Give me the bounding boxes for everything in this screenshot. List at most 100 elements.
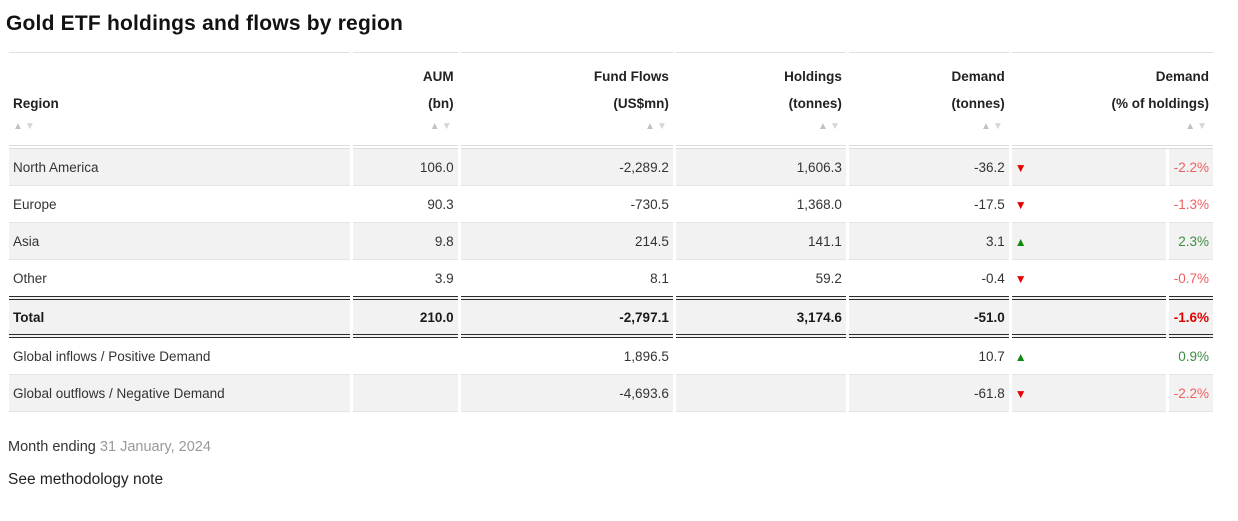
- region-header-label: Region: [13, 96, 59, 111]
- column-header-fund-flows: Fund Flows (US$mn) ▲▼: [460, 52, 673, 149]
- demand-direction-cell: ▼: [1011, 375, 1166, 412]
- sort-desc-icon[interactable]: ▼: [1197, 121, 1209, 132]
- aum-header-unit: (bn): [428, 96, 454, 111]
- table-row-global-outflows: Global outflows / Negative Demand -4,693…: [9, 375, 1213, 412]
- summary-label-cell: Global inflows / Positive Demand: [9, 338, 350, 375]
- fund-flows-cell: -4,693.6: [460, 375, 673, 412]
- summary-label-cell: Global outflows / Negative Demand: [9, 375, 350, 412]
- column-header-demand-pct: Demand (% of holdings) ▲▼: [1011, 52, 1213, 149]
- fund-flows-cell: -730.5: [460, 186, 673, 223]
- holdings-header-unit: (tonnes): [788, 96, 842, 111]
- table-row-global-inflows: Global inflows / Positive Demand 1,896.5…: [9, 338, 1213, 375]
- demand-cell: -0.4: [848, 260, 1009, 296]
- sort-asc-icon[interactable]: ▲: [645, 121, 657, 132]
- holdings-cell: 1,606.3: [675, 149, 846, 186]
- column-header-holdings: Holdings (tonnes) ▲▼: [675, 52, 846, 149]
- demand-direction-cell: [1011, 296, 1166, 338]
- demand-cell: -61.8: [848, 375, 1009, 412]
- fund-flows-header-label: Fund Flows: [593, 69, 669, 84]
- demand-pct-cell: 2.3%: [1168, 223, 1213, 260]
- demand-direction-cell: ▲: [1011, 338, 1166, 375]
- table-row-total: Total 210.0 -2,797.1 3,174.6 -51.0 -1.6%: [9, 296, 1213, 338]
- month-ending-date: 31 January, 2024: [99, 439, 211, 455]
- demand-pct-cell: -0.7%: [1168, 260, 1213, 296]
- aum-header-label: AUM: [422, 69, 454, 84]
- demand-down-icon: ▼: [1014, 160, 1027, 175]
- table-row-north-america: North America 106.0 -2,289.2 1,606.3 -36…: [9, 149, 1213, 186]
- demand-cell: -51.0: [848, 296, 1009, 338]
- demand-down-icon: ▼: [1014, 386, 1027, 401]
- region-cell: Asia: [9, 223, 350, 260]
- fund-flows-cell: -2,797.1: [460, 296, 673, 338]
- fund-flows-header-unit: (US$mn): [613, 96, 669, 111]
- aum-cell: 210.0: [353, 296, 458, 338]
- region-cell: North America: [9, 149, 350, 186]
- month-ending-label: Month ending: [8, 439, 96, 455]
- demand-header-unit: (tonnes): [951, 96, 1005, 111]
- demand-down-icon: ▼: [1014, 197, 1027, 212]
- column-header-region: Region ▲▼: [9, 52, 350, 149]
- fund-flows-cell: 8.1: [460, 260, 673, 296]
- methodology-note-link[interactable]: See methodology note: [8, 471, 164, 488]
- demand-pct-cell: -2.2%: [1168, 375, 1213, 412]
- aum-cell: 106.0: [353, 149, 458, 186]
- holdings-cell: [675, 338, 846, 375]
- sort-control-holdings[interactable]: ▲▼: [818, 117, 842, 137]
- gold-etf-widget: Gold ETF holdings and flows by region Re…: [6, 12, 1238, 488]
- demand-pct-cell: -1.3%: [1168, 186, 1213, 223]
- sort-asc-icon[interactable]: ▲: [13, 121, 25, 132]
- column-header-demand-tonnes: Demand (tonnes) ▲▼: [848, 52, 1009, 149]
- aum-cell: 3.9: [353, 260, 458, 296]
- fund-flows-cell: 1,896.5: [460, 338, 673, 375]
- demand-pct-cell: -2.2%: [1168, 149, 1213, 186]
- demand-down-icon: ▼: [1014, 271, 1027, 286]
- holdings-cell: 1,368.0: [675, 186, 846, 223]
- sort-asc-icon[interactable]: ▲: [818, 121, 830, 132]
- aum-cell: [353, 338, 458, 375]
- aum-cell: 90.3: [353, 186, 458, 223]
- aum-cell: [353, 375, 458, 412]
- sort-control-demand-pct[interactable]: ▲▼: [1185, 117, 1209, 137]
- holdings-header-label: Holdings: [784, 69, 842, 84]
- demand-up-icon: ▲: [1014, 349, 1027, 364]
- demand-pct-header-unit: (% of holdings): [1111, 96, 1209, 111]
- total-label-cell: Total: [9, 296, 350, 338]
- demand-direction-cell: ▲: [1011, 223, 1166, 260]
- table-row-europe: Europe 90.3 -730.5 1,368.0 -17.5 ▼ -1.3%: [9, 186, 1213, 223]
- holdings-cell: 3,174.6: [675, 296, 846, 338]
- table-header-row: Region ▲▼ AUM (bn) ▲▼ Fund Flows (US$mn)…: [9, 52, 1213, 149]
- demand-direction-cell: ▼: [1011, 186, 1166, 223]
- sort-control-demand-tonnes[interactable]: ▲▼: [981, 117, 1005, 137]
- etf-holdings-table: Region ▲▼ AUM (bn) ▲▼ Fund Flows (US$mn)…: [6, 52, 1216, 412]
- table-row-asia: Asia 9.8 214.5 141.1 3.1 ▲ 2.3%: [9, 223, 1213, 260]
- demand-direction-cell: ▼: [1011, 260, 1166, 296]
- sort-control-region[interactable]: ▲▼: [13, 117, 37, 137]
- page-title: Gold ETF holdings and flows by region: [6, 12, 404, 35]
- column-header-aum: AUM (bn) ▲▼: [353, 52, 458, 149]
- demand-cell: 10.7: [848, 338, 1009, 375]
- holdings-cell: 59.2: [675, 260, 846, 296]
- sort-desc-icon[interactable]: ▼: [992, 121, 1005, 132]
- sort-desc-icon[interactable]: ▼: [24, 121, 37, 132]
- sort-desc-icon[interactable]: ▼: [441, 121, 454, 132]
- demand-pct-header-label: Demand: [1155, 69, 1209, 84]
- fund-flows-cell: -2,289.2: [460, 149, 673, 186]
- sort-asc-icon[interactable]: ▲: [1185, 121, 1198, 132]
- region-cell: Europe: [9, 186, 350, 223]
- month-ending-line: Month ending 31 January, 2024: [8, 439, 1238, 455]
- sort-control-aum[interactable]: ▲▼: [430, 117, 454, 137]
- demand-up-icon: ▲: [1014, 234, 1027, 249]
- aum-cell: 9.8: [353, 223, 458, 260]
- sort-desc-icon[interactable]: ▼: [829, 121, 842, 132]
- demand-header-label: Demand: [951, 69, 1005, 84]
- sort-asc-icon[interactable]: ▲: [429, 121, 442, 132]
- demand-cell: -17.5: [848, 186, 1009, 223]
- region-cell: Other: [9, 260, 350, 296]
- holdings-cell: 141.1: [675, 223, 846, 260]
- fund-flows-cell: 214.5: [460, 223, 673, 260]
- sort-asc-icon[interactable]: ▲: [980, 121, 993, 132]
- sort-control-fund-flows[interactable]: ▲▼: [645, 117, 669, 137]
- demand-cell: 3.1: [848, 223, 1009, 260]
- table-row-other: Other 3.9 8.1 59.2 -0.4 ▼ -0.7%: [9, 260, 1213, 296]
- sort-desc-icon[interactable]: ▼: [656, 121, 669, 132]
